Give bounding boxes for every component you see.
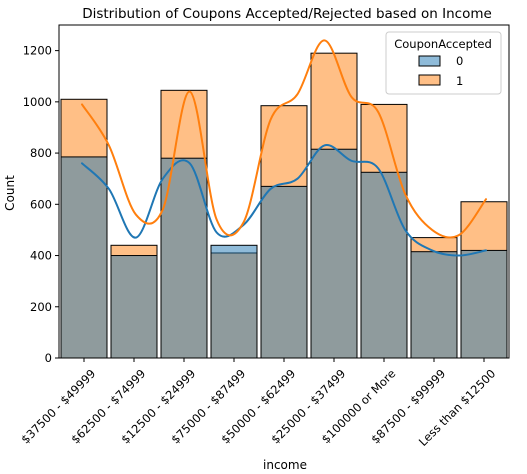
legend-label-0: 0 bbox=[456, 54, 463, 68]
y-tick-label-3: 600 bbox=[30, 197, 52, 211]
bar-series-0-1 bbox=[110, 255, 158, 359]
bar-series-0-2 bbox=[160, 157, 208, 359]
kde-line-0 bbox=[81, 144, 487, 257]
bar-series-0-4 bbox=[260, 185, 308, 359]
bar-series-0-5 bbox=[310, 148, 358, 359]
legend-swatch-1 bbox=[418, 74, 441, 86]
x-axis-label: income bbox=[263, 458, 307, 472]
y-tick-label-1: 200 bbox=[30, 300, 52, 314]
bar-series-0-8 bbox=[460, 249, 508, 359]
y-tick-label-5: 1000 bbox=[23, 95, 52, 109]
y-axis-label: Count bbox=[3, 175, 17, 211]
bar-series-0-7 bbox=[410, 251, 458, 359]
bar-series-0-6 bbox=[360, 171, 408, 359]
legend-frame bbox=[385, 31, 502, 95]
legend-label-1: 1 bbox=[456, 74, 463, 88]
y-tick-label-4: 800 bbox=[30, 146, 52, 160]
legend-title: CouponAccepted bbox=[394, 37, 492, 51]
bar-series-0-3 bbox=[210, 244, 258, 359]
legend: CouponAccepted 0 1 bbox=[385, 31, 502, 95]
bar-series-0-0 bbox=[60, 156, 108, 359]
y-tick-label-6: 1200 bbox=[23, 44, 52, 58]
chart-title: Distribution of Coupons Accepted/Rejecte… bbox=[82, 6, 492, 22]
kde-line-1 bbox=[81, 39, 487, 239]
y-tick-label-2: 400 bbox=[30, 249, 52, 263]
plot-area bbox=[60, 39, 508, 359]
legend-swatch-0 bbox=[418, 55, 441, 67]
y-tick-label-0: 0 bbox=[45, 351, 52, 365]
